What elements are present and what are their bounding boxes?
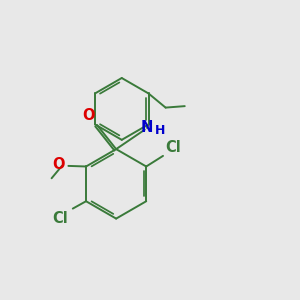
Text: O: O <box>82 108 94 123</box>
Text: N: N <box>141 120 153 135</box>
Text: Cl: Cl <box>165 140 181 155</box>
Text: Cl: Cl <box>52 211 68 226</box>
Text: O: O <box>52 157 65 172</box>
Text: H: H <box>155 124 166 137</box>
